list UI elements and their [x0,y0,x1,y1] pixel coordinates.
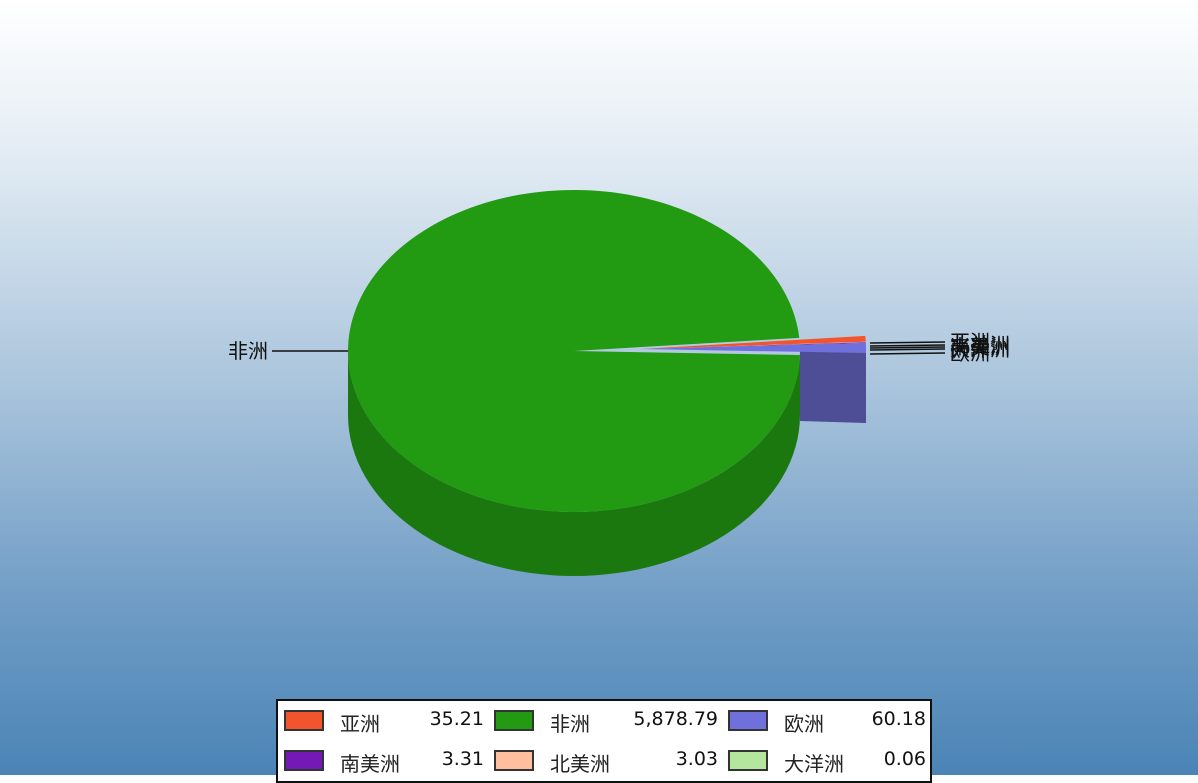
leader-line-oceania [869,348,946,351]
pie-slices [348,190,866,576]
leader-line-north-america [869,344,946,347]
legend-value-asia: 35.21 [429,708,484,730]
legend-item-oceania: 大洋洲 0.06 [722,742,930,776]
legend-label-south-america: 南美洲 [340,752,400,776]
legend-label-asia: 亚洲 [340,712,380,736]
slice-africa [348,190,800,513]
slice-label-south-america: 南美洲 [950,335,1010,359]
leader-line-asia [869,341,946,344]
leader-line-south-america [869,346,946,349]
slice-label-north-america: 北美洲 [950,333,1010,357]
legend-swatch-africa [494,710,534,731]
legend-swatch-oceania [728,750,768,771]
legend-item-africa: 非洲 5,878.79 [488,702,722,736]
legend: 亚洲 35.21 非洲 5,878.79 欧洲 60.18 南美洲 3.31 北… [276,699,932,783]
slice-label-europe: 欧洲 [950,341,990,365]
slice-oceania [640,341,866,349]
legend-value-africa: 5,878.79 [633,708,718,730]
slice-label-asia: 亚洲 [950,330,990,354]
legend-value-europe: 60.18 [871,708,926,730]
legend-swatch-south-america [284,750,324,771]
slice-label-oceania: 大洋洲 [950,337,1010,361]
slice-africa-side [348,351,800,576]
legend-swatch-north-america [494,750,534,771]
legend-value-south-america: 3.31 [441,748,484,770]
leader-line-europe [869,352,946,355]
legend-item-south-america: 南美洲 3.31 [278,742,488,776]
legend-item-europe: 欧洲 60.18 [722,702,930,736]
legend-label-oceania: 大洋洲 [784,752,844,776]
legend-value-north-america: 3.03 [675,748,718,770]
slice-south-america [640,342,866,349]
slice-asia [640,335,866,349]
legend-label-africa: 非洲 [550,712,590,736]
legend-label-north-america: 北美洲 [550,752,610,776]
legend-value-oceania: 0.06 [883,748,926,770]
legend-swatch-asia [284,710,324,731]
legend-item-north-america: 北美洲 3.03 [488,742,722,776]
slice-europe [640,342,866,354]
slice-label-africa: 非洲 [228,339,268,363]
legend-swatch-europe [728,710,768,731]
legend-label-europe: 欧洲 [784,712,824,736]
slice-europe-side [800,349,866,423]
slice-north-america [640,341,866,349]
legend-item-asia: 亚洲 35.21 [278,702,488,736]
